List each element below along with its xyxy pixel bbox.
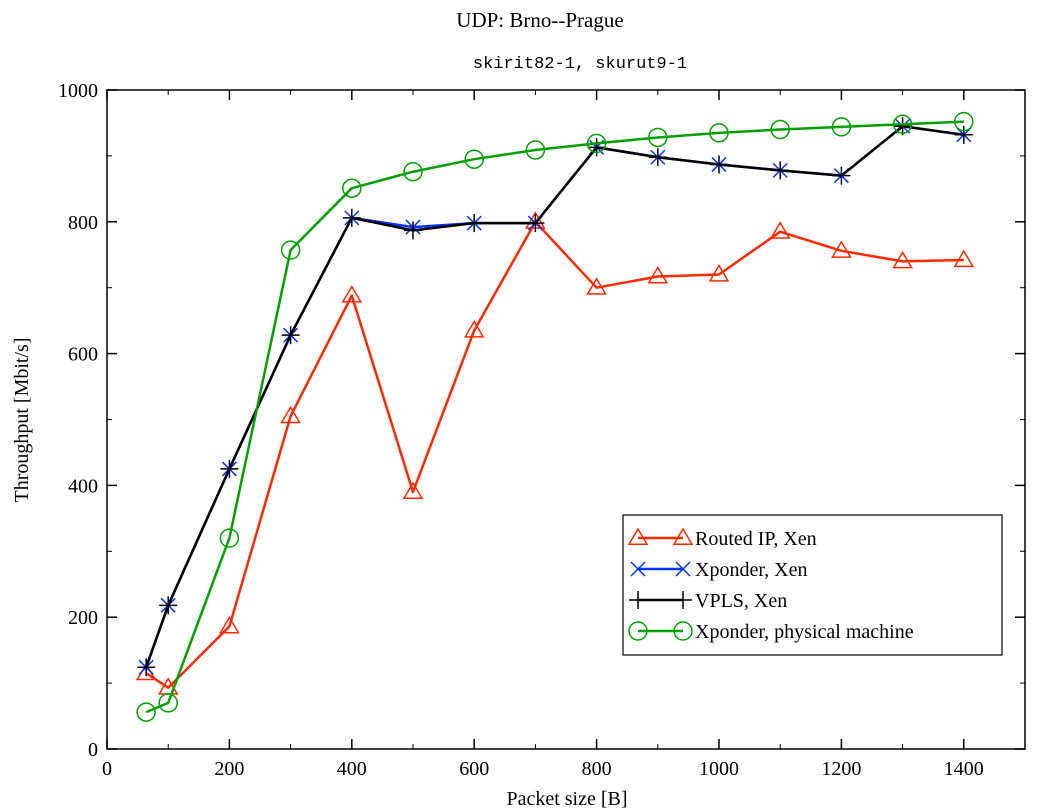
axes: 0 200 400 600 800 1000 1200 1400 0 200 400 600 800 10…	[58, 80, 1025, 780]
data-point	[220, 459, 239, 478]
data-point	[771, 161, 790, 180]
data-point	[831, 240, 852, 258]
y-tick-label: 0	[88, 739, 98, 761]
data-point	[832, 166, 851, 185]
data-point	[281, 326, 300, 345]
legend-marker	[673, 621, 693, 641]
series-layer	[135, 111, 975, 722]
y-tick-label: 800	[68, 212, 98, 234]
legend-item: Routed IP, Xen	[627, 527, 817, 550]
legend-item: Xponder, physical machine	[628, 621, 914, 643]
legend: Routed IP, Xen Xponder, Xen VPLS, Xen Xpond…	[622, 514, 1003, 656]
legend-marker	[628, 621, 648, 641]
data-point	[647, 266, 669, 284]
x-axis-label: Packet size [B]	[506, 788, 627, 810]
data-point	[648, 127, 668, 148]
y-tick-label: 600	[68, 344, 98, 366]
data-point	[158, 693, 178, 713]
data-point	[159, 596, 178, 615]
x-tick-label: 800	[582, 758, 612, 780]
data-point	[404, 221, 422, 240]
series-line	[145, 120, 964, 714]
data-point	[463, 320, 485, 338]
data-point	[280, 240, 301, 260]
data-point	[587, 138, 606, 157]
data-point	[769, 221, 791, 239]
data-point	[342, 208, 361, 227]
x-tick-label: 0	[102, 758, 112, 780]
data-point	[586, 133, 607, 154]
series-3	[136, 111, 974, 722]
legend-marker	[672, 527, 694, 546]
x-tick-label: 600	[459, 758, 489, 780]
y-tick-label: 1000	[58, 80, 98, 102]
data-point	[464, 149, 484, 169]
data-point	[136, 702, 156, 722]
data-point	[648, 148, 667, 167]
x-tick-label: 1000	[699, 758, 739, 780]
chart-title: UDP: Brno--Prague	[456, 8, 623, 32]
y-tick-label: 200	[68, 607, 98, 629]
data-point	[831, 117, 852, 137]
data-point	[770, 119, 790, 140]
data-point	[953, 249, 975, 268]
data-point	[219, 528, 240, 548]
data-point	[893, 117, 912, 136]
legend-item: VPLS, Xen	[629, 590, 787, 612]
data-point	[219, 615, 240, 634]
data-point	[465, 214, 484, 233]
legend-marker	[630, 561, 646, 577]
legend-label: VPLS, Xen	[695, 590, 787, 612]
data-point	[892, 114, 913, 135]
x-tick-label: 1400	[944, 758, 984, 780]
data-point	[710, 155, 728, 174]
data-point	[526, 214, 545, 233]
y-tick-label: 400	[68, 475, 98, 497]
legend-label: Xponder, physical machine	[695, 621, 914, 643]
series-2	[137, 117, 973, 677]
legend-marker	[629, 591, 647, 609]
data-point	[280, 405, 301, 424]
data-point	[586, 277, 607, 295]
data-point	[954, 111, 974, 132]
legend-marker	[675, 561, 691, 577]
data-point	[403, 161, 423, 182]
data-point	[341, 285, 363, 303]
legend-marker	[674, 591, 692, 609]
data-point	[342, 178, 362, 198]
x-tick-label: 1200	[821, 758, 861, 780]
data-point	[525, 140, 546, 160]
legend-box	[622, 514, 1003, 656]
data-point	[708, 264, 730, 282]
data-point	[402, 481, 424, 500]
data-point	[137, 658, 156, 677]
y-axis-label: Throughput [Mbit/s]	[11, 338, 33, 503]
x-tick-label: 200	[214, 758, 244, 780]
legend-marker	[627, 527, 649, 546]
legend-label: Xponder, Xen	[695, 559, 808, 581]
data-point	[892, 250, 913, 269]
chart-subtitle: skirit82-1, skurut9-1	[473, 55, 687, 74]
x-tick-label: 400	[337, 758, 367, 780]
data-point	[954, 125, 973, 144]
legend-item: Xponder, Xen	[630, 559, 808, 581]
data-point	[709, 123, 729, 143]
legend-label: Routed IP, Xen	[695, 528, 817, 550]
